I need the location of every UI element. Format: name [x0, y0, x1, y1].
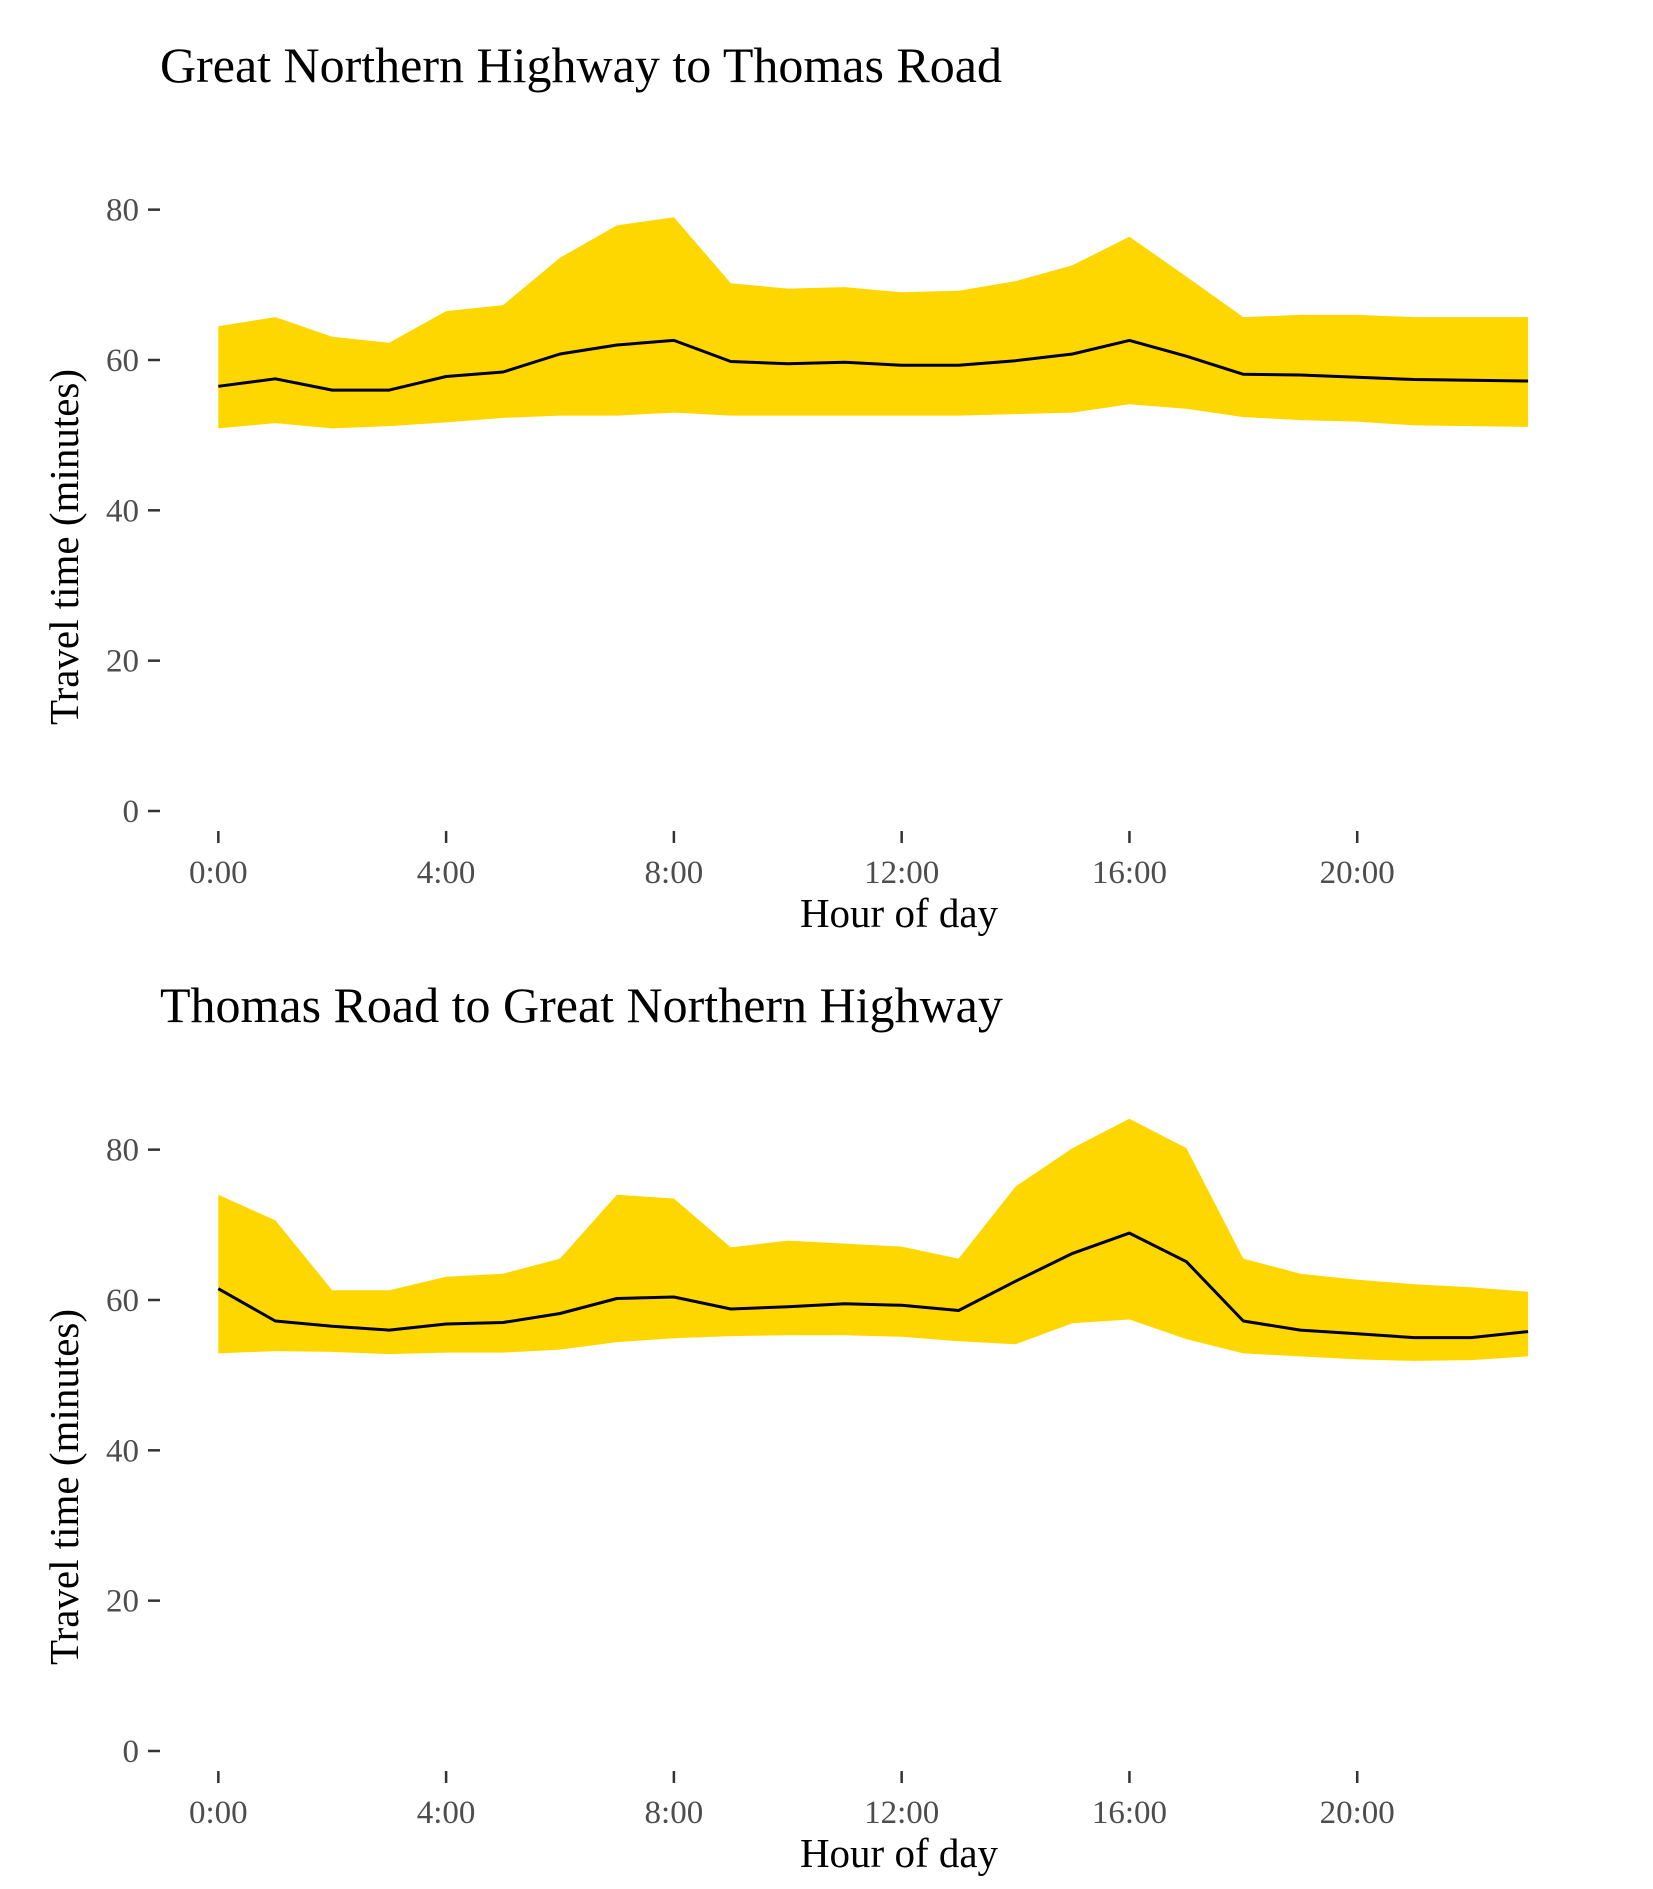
x-axis-title: Hour of day [800, 1830, 999, 1876]
y-tick-label: 20 [106, 1584, 139, 1620]
median-line [217, 1231, 1529, 1340]
range-band [218, 217, 1529, 429]
x-tick-label: 8:00 [645, 855, 704, 891]
x-tick-label: 0:00 [189, 1795, 248, 1831]
x-tick-label: 16:00 [1092, 1795, 1167, 1831]
x-tick-label: 20:00 [1320, 1795, 1395, 1831]
y-tick-label: 60 [106, 343, 139, 379]
range-band [218, 1118, 1529, 1361]
median-line [218, 338, 1529, 392]
y-tick-label: 40 [106, 493, 139, 529]
y-axis: 0 20 40 60 80 [106, 193, 160, 830]
chart-title: Thomas Road to Great Northern Highway [160, 977, 1003, 1033]
x-tick-label: 8:00 [645, 1795, 704, 1831]
y-tick-label: 0 [123, 794, 140, 830]
x-axis: 0:00 4:00 8:00 12:00 16:00 20:00 [189, 831, 1395, 891]
x-tick-label: 12:00 [864, 1795, 939, 1831]
x-tick-label: 12:00 [864, 855, 939, 891]
y-axis: 0 20 40 60 80 [106, 1133, 160, 1770]
chart-panel-1: Great Northern Highway to Thomas Road 0 2… [41, 37, 1529, 936]
y-tick-label: 80 [106, 193, 139, 229]
y-tick-label: 60 [106, 1283, 139, 1319]
y-tick-label: 20 [106, 644, 139, 680]
x-tick-label: 4:00 [417, 855, 476, 891]
y-axis-title: Travel time (minutes) [41, 1309, 87, 1665]
x-tick-label: 16:00 [1092, 855, 1167, 891]
y-axis-title: Travel time (minutes) [41, 369, 87, 725]
x-tick-label: 20:00 [1320, 855, 1395, 891]
y-tick-label: 0 [123, 1734, 140, 1770]
x-tick-label: 0:00 [189, 855, 248, 891]
x-axis: 0:00 4:00 8:00 12:00 16:00 20:00 [189, 1771, 1395, 1831]
y-tick-label: 80 [106, 1133, 139, 1169]
x-axis-title: Hour of day [800, 890, 999, 936]
y-tick-label: 40 [106, 1433, 139, 1469]
x-tick-label: 4:00 [417, 1795, 476, 1831]
chart-title: Great Northern Highway to Thomas Road [160, 37, 1002, 93]
chart-panel-2: Thomas Road to Great Northern Highway 0 2… [41, 977, 1529, 1876]
